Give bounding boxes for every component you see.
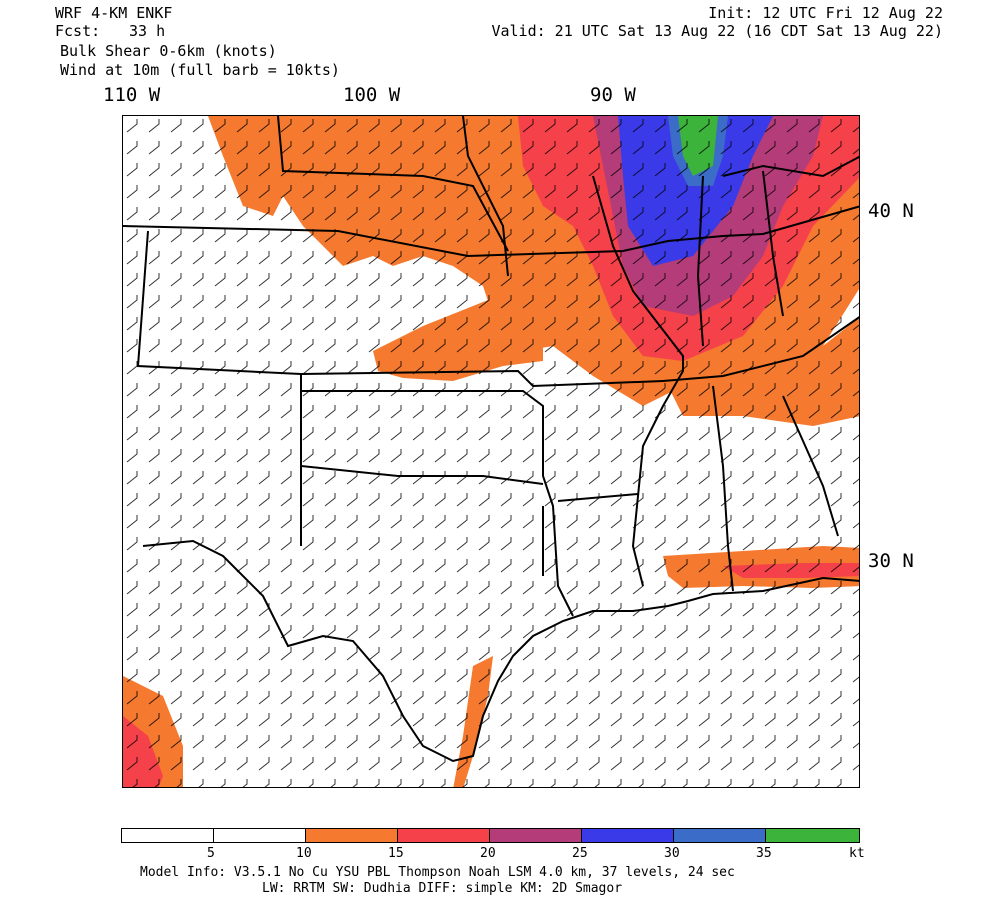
model-info: Model Info: V3.5.1 No Cu YSU PBL Thompso… <box>140 865 735 880</box>
colorbar <box>121 828 860 843</box>
model-title: WRF 4-KM ENKF <box>55 4 173 22</box>
colorbar-tick-15: 15 <box>388 846 404 861</box>
colorbar-tick-25: 25 <box>572 846 588 861</box>
field-title-wind: Wind at 10m (full barb = 10kts) <box>60 61 340 79</box>
colorbar-bin-7 <box>765 828 860 843</box>
colorbar-tick-5: 5 <box>207 846 215 861</box>
lon-label-110w: 110 W <box>103 84 161 106</box>
colorbar-bin-0 <box>121 828 214 843</box>
physics-info: LW: RRTM SW: Dudhia DIFF: simple KM: 2D … <box>262 881 623 896</box>
colorbar-bin-6 <box>673 828 766 843</box>
wind-barbs <box>123 116 859 787</box>
colorbar-bin-3 <box>397 828 490 843</box>
field-title-shear: Bulk Shear 0-6km (knots) <box>60 42 277 60</box>
colorbar-tick-30: 30 <box>664 846 680 861</box>
colorbar-tick-10: 10 <box>296 846 312 861</box>
lon-label-100w: 100 W <box>343 84 401 106</box>
init-time: Init: 12 UTC Fri 12 Aug 22 <box>708 4 943 22</box>
lat-label-40n: 40 N <box>868 200 914 222</box>
colorbar-tick-35: 35 <box>756 846 772 861</box>
colorbar-tick-20: 20 <box>480 846 496 861</box>
lon-label-90w: 90 W <box>590 84 636 106</box>
map-canvas <box>123 116 859 787</box>
valid-time: Valid: 21 UTC Sat 13 Aug 22 (16 CDT Sat … <box>491 22 943 40</box>
forecast-hour-label: Fcst: <box>55 22 101 40</box>
colorbar-bin-2 <box>305 828 398 843</box>
shear-map <box>122 115 860 788</box>
forecast-hour-value: 33 h <box>129 22 166 40</box>
colorbar-unit: kt <box>849 846 865 861</box>
colorbar-bin-4 <box>489 828 582 843</box>
lat-label-30n: 30 N <box>868 550 914 572</box>
colorbar-bin-5 <box>581 828 674 843</box>
colorbar-bin-1 <box>213 828 306 843</box>
